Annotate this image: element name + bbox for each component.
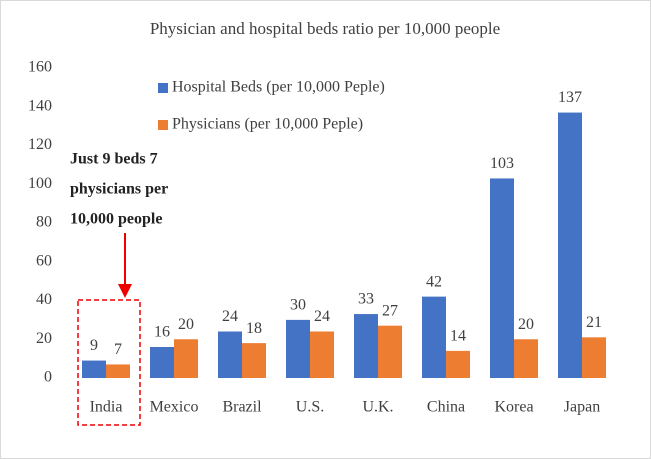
value-label: 16	[154, 324, 170, 341]
bar	[106, 364, 130, 378]
value-label: 14	[450, 328, 466, 345]
annotation-arrowhead	[118, 284, 132, 298]
legend-label: Hospital Beds (per 10,000 Peple)	[172, 79, 385, 96]
value-label: 137	[558, 89, 582, 106]
annotation: Just 9 beds 7	[70, 151, 158, 168]
bar	[490, 178, 514, 378]
y-tick-label: 0	[44, 369, 52, 386]
value-label: 24	[222, 308, 238, 325]
value-label: 27	[382, 302, 398, 319]
x-tick-label: Mexico	[150, 399, 199, 416]
y-tick-label: 80	[36, 214, 52, 231]
bar	[150, 347, 174, 378]
value-label: 7	[114, 341, 122, 358]
x-tick-label: Japan	[564, 399, 600, 416]
y-tick-label: 100	[28, 175, 52, 192]
value-label: 9	[90, 337, 98, 354]
y-tick-label: 20	[36, 330, 52, 347]
y-tick-label: 40	[36, 291, 52, 308]
bar	[310, 331, 334, 378]
bar	[514, 339, 538, 378]
x-tick-label: Brazil	[222, 399, 262, 416]
value-label: 20	[518, 316, 534, 333]
bar	[558, 112, 582, 378]
bar	[218, 331, 242, 378]
bar	[286, 319, 310, 378]
highlight-box	[77, 299, 141, 426]
value-label: 42	[426, 273, 442, 290]
x-tick-label: U.K.	[362, 399, 393, 416]
value-label: 21	[586, 314, 602, 331]
annotation: 10,000 people	[70, 211, 162, 228]
legend-label: Physicians (per 10,000 Peple)	[172, 116, 363, 133]
y-tick-label: 120	[28, 136, 52, 153]
y-tick-label: 140	[28, 97, 52, 114]
bar	[174, 339, 198, 378]
x-tick-label: U.S.	[296, 399, 324, 416]
value-label: 30	[290, 297, 306, 314]
annotation: physicians per	[70, 181, 168, 198]
bar	[446, 350, 470, 378]
bar	[422, 296, 446, 378]
value-label: 20	[178, 316, 194, 333]
y-tick-label: 160	[28, 59, 52, 76]
x-tick-label: China	[427, 399, 465, 416]
x-tick-label: India	[90, 399, 123, 416]
value-label: 24	[314, 308, 330, 325]
bar	[242, 343, 266, 378]
value-label: 18	[246, 320, 262, 337]
bar	[582, 337, 606, 378]
value-label: 33	[358, 291, 374, 308]
bar	[378, 325, 402, 378]
bar	[82, 360, 106, 378]
legend-swatch	[158, 120, 168, 130]
legend-swatch	[158, 83, 168, 93]
y-tick-label: 60	[36, 252, 52, 269]
x-tick-label: Korea	[494, 399, 533, 416]
bar	[354, 314, 378, 378]
chart-title: Physician and hospital beds ratio per 10…	[150, 19, 500, 38]
value-label: 103	[490, 155, 514, 172]
